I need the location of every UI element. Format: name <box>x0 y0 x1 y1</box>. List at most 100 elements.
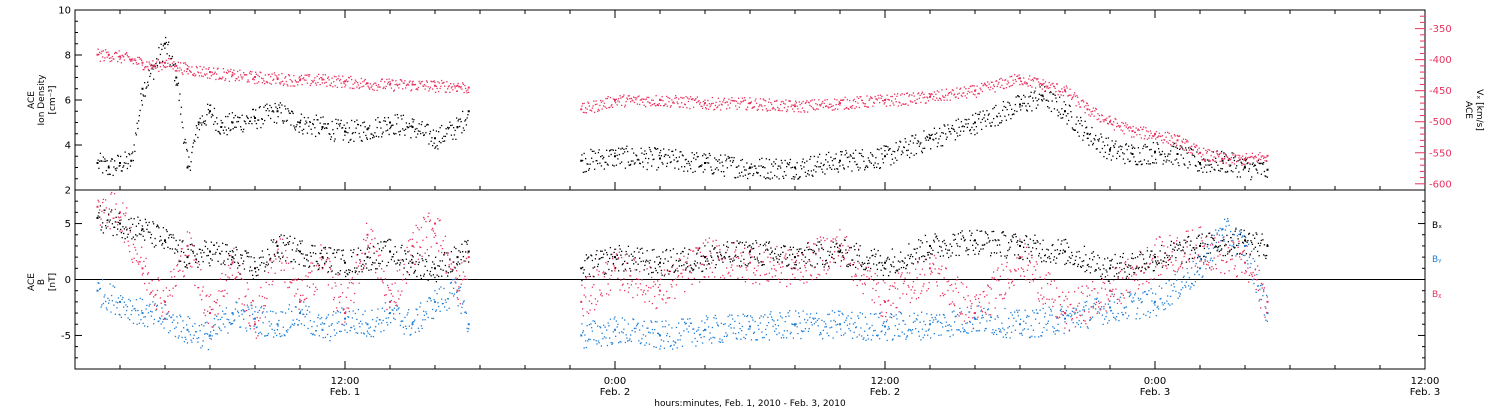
by-series-sample <box>946 330 948 332</box>
vx-series-sample <box>1146 130 1148 132</box>
density-series-sample <box>1248 168 1251 170</box>
density-series-sample <box>220 119 222 122</box>
vx-series-sample <box>129 60 132 62</box>
by-series-sample <box>790 331 792 334</box>
vx-series-sample <box>216 73 218 75</box>
density-series-sample <box>972 123 975 125</box>
density-series-sample <box>810 155 812 158</box>
vx-series-sample <box>1174 135 1176 137</box>
by-series-sample <box>1245 237 1247 239</box>
by-series-sample <box>219 318 222 321</box>
vx-series-sample <box>974 94 976 96</box>
density-series-sample <box>1167 155 1169 157</box>
density-series-sample <box>684 166 686 168</box>
vx-series-sample <box>1178 135 1180 137</box>
bz-series-sample <box>294 278 297 280</box>
vx-series-sample <box>592 105 594 107</box>
by-series-sample <box>759 317 761 319</box>
vx-series-point <box>580 108 583 111</box>
density-series-sample <box>798 176 801 179</box>
bz-series-point <box>366 233 369 236</box>
by-series-sample <box>125 304 127 306</box>
vx-series-sample <box>678 106 681 108</box>
vx-series-sample <box>1155 131 1158 133</box>
density-series-sample <box>455 138 457 140</box>
density-series-sample <box>1068 104 1071 106</box>
bz-series-sample <box>413 246 415 248</box>
vx-series-sample <box>401 80 403 82</box>
by-series-sample <box>288 304 291 306</box>
vx-series-sample <box>888 99 890 101</box>
density-series-sample <box>254 120 256 122</box>
density-series-sample <box>99 160 101 162</box>
by-series-sample <box>621 317 624 319</box>
vx-series-sample <box>306 74 308 76</box>
vx-series-sample <box>1092 107 1095 109</box>
by-series-sample <box>1259 288 1261 291</box>
vx-series-sample <box>1113 121 1115 123</box>
vx-series-sample <box>624 104 627 106</box>
by-series-sample <box>1250 262 1252 265</box>
density-series-sample <box>1244 165 1246 167</box>
density-series-sample <box>1044 90 1047 92</box>
by-series-sample <box>835 324 837 326</box>
vx-series-sample <box>827 106 829 108</box>
by-series-sample <box>1053 327 1056 329</box>
vx-series-sample <box>993 84 995 86</box>
vx-series-sample <box>882 100 885 102</box>
density-series-sample <box>707 157 709 159</box>
by-series-sample <box>614 316 616 318</box>
bz-series-sample <box>123 213 125 215</box>
density-series-sample <box>749 172 751 175</box>
bz-series-sample <box>364 253 366 256</box>
bz-series-sample <box>177 270 180 273</box>
by-series-sample <box>1048 306 1050 308</box>
by-series-sample <box>201 323 203 326</box>
by-series-sample <box>914 320 916 322</box>
vx-series-sample <box>1104 118 1107 121</box>
by-series-sample <box>669 335 671 338</box>
density-series-sample <box>421 121 423 123</box>
bz-series-sample <box>268 283 270 286</box>
by-series-sample <box>216 315 218 317</box>
density-series-sample <box>463 129 465 132</box>
by-series-sample <box>250 304 252 306</box>
density-series-sample <box>861 155 863 157</box>
bz-series-sample <box>421 255 423 258</box>
by-series-sample <box>281 335 283 337</box>
density-series-sample <box>627 161 630 163</box>
vx-series-sample <box>210 71 212 73</box>
vx-series-sample <box>931 93 933 95</box>
vx-series-sample <box>360 82 362 85</box>
bz-series-sample <box>161 315 163 317</box>
vx-series-sample <box>138 63 140 65</box>
by-series-point <box>299 312 301 315</box>
vx-series-sample <box>405 84 408 87</box>
density-series-sample <box>149 75 151 78</box>
vx-series-sample <box>1018 74 1020 76</box>
by-series-sample <box>1185 286 1187 288</box>
bz-series-sample <box>120 219 123 221</box>
by-series-sample <box>460 312 462 314</box>
by-series-point <box>794 323 796 326</box>
vx-series-sample <box>809 104 811 107</box>
by-series-sample <box>636 325 638 327</box>
vx-series-sample <box>870 96 872 98</box>
density-series-sample <box>1049 91 1051 94</box>
density-series-sample <box>894 151 896 153</box>
density-series-sample <box>274 102 276 105</box>
by-series-sample <box>778 332 780 334</box>
vx-series-sample <box>906 92 908 95</box>
density-series-sample <box>199 117 201 120</box>
density-series-sample <box>628 164 630 166</box>
bz-series-sample <box>182 270 184 272</box>
bz-series-sample <box>403 263 405 266</box>
by-series-sample <box>177 337 180 339</box>
vx-series-sample <box>250 73 252 75</box>
density-series-sample <box>349 139 351 141</box>
density-series-sample <box>126 156 128 158</box>
density-series-sample <box>951 127 953 129</box>
vx-series-sample <box>1080 100 1083 102</box>
vx-series-sample <box>741 101 743 103</box>
bz-series-sample <box>375 271 377 274</box>
